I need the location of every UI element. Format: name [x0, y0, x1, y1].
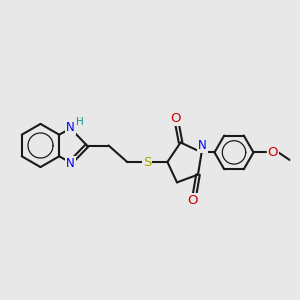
Text: O: O: [268, 146, 278, 159]
Text: O: O: [170, 112, 181, 125]
Text: H: H: [76, 117, 83, 127]
Text: N: N: [66, 157, 75, 170]
Text: S: S: [143, 155, 151, 169]
Text: O: O: [188, 194, 198, 208]
Text: N: N: [66, 121, 75, 134]
Text: N: N: [198, 139, 207, 152]
